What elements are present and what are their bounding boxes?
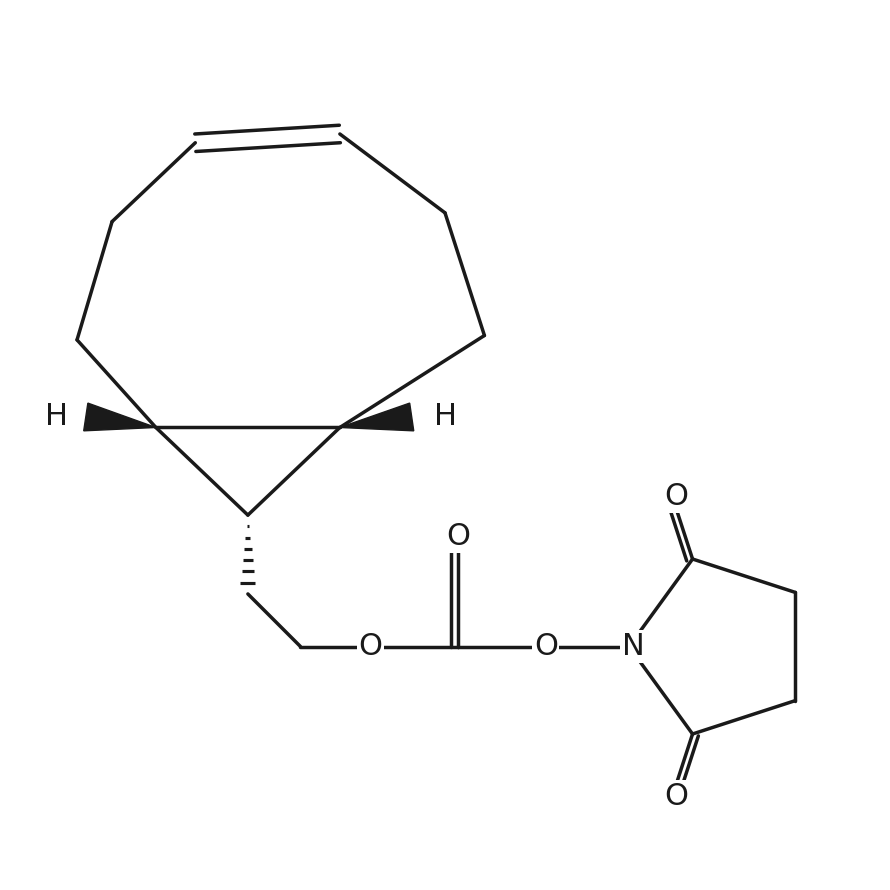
Text: O: O xyxy=(664,781,688,811)
Text: O: O xyxy=(664,482,688,512)
Text: H: H xyxy=(433,402,457,432)
Text: H: H xyxy=(45,402,69,432)
Polygon shape xyxy=(340,403,414,431)
Text: O: O xyxy=(446,522,470,552)
Text: N: N xyxy=(622,632,644,661)
Polygon shape xyxy=(84,403,156,431)
Text: O: O xyxy=(359,632,383,661)
Text: O: O xyxy=(534,632,558,661)
